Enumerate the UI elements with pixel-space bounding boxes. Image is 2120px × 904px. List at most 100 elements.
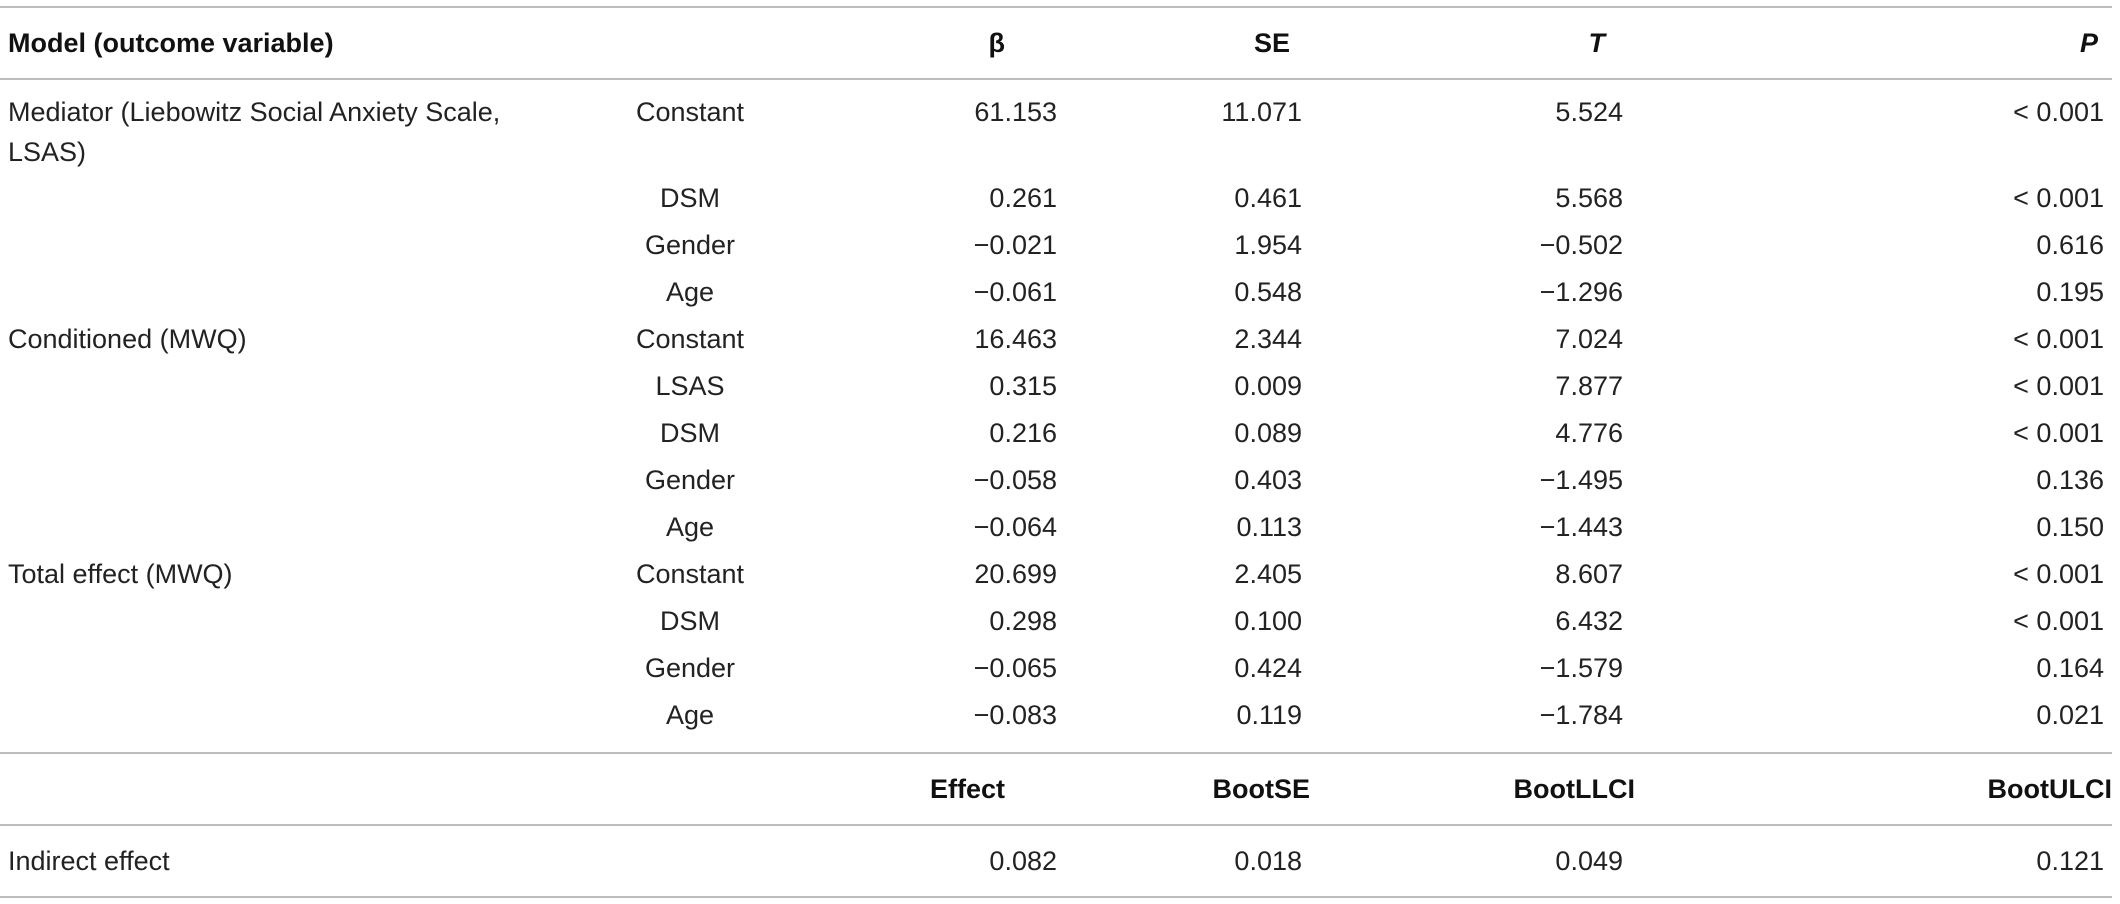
table-row: DSM 0.216 0.089 4.776 < 0.001 <box>0 413 2112 460</box>
row-beta: −0.065 <box>973 653 1057 683</box>
row-se: 2.344 <box>1234 324 1302 354</box>
row-model: Total effect (MWQ) <box>8 559 233 589</box>
regression-table-container: Model (outcome variable) β SE T P Mediat… <box>0 6 2112 898</box>
row-se: 0.089 <box>1234 418 1302 448</box>
row-beta: 0.298 <box>989 606 1057 636</box>
row-model <box>0 225 560 272</box>
table-row: Gender −0.058 0.403 −1.495 0.136 <box>0 460 2112 507</box>
row-beta: 0.261 <box>989 183 1057 213</box>
row-se: 0.113 <box>1236 512 1302 542</box>
row-p: < 0.001 <box>2013 418 2104 448</box>
row-model: Mediator (Liebowitz Social Anxiety Scale… <box>8 97 501 167</box>
row-beta: −0.083 <box>973 700 1057 730</box>
row-model: Conditioned (MWQ) <box>8 324 247 354</box>
row-beta: −0.064 <box>973 512 1057 542</box>
row-model <box>0 507 560 554</box>
row-t: −1.443 <box>1539 512 1623 542</box>
header-p: P <box>1735 6 2112 80</box>
row-t: 8.607 <box>1555 559 1623 589</box>
row-term: Gender <box>644 230 736 260</box>
indirect-effect-value: 0.082 <box>820 825 1065 898</box>
header-boot-ulci: BootULCI <box>1735 752 2112 826</box>
row-t: −1.495 <box>1539 465 1623 495</box>
header-effect: Effect <box>820 752 1065 826</box>
row-t: 5.568 <box>1555 183 1623 213</box>
row-model <box>0 413 560 460</box>
row-term: Constant <box>635 559 745 589</box>
row-se: 0.403 <box>1234 465 1302 495</box>
header-se: SE <box>1065 6 1390 80</box>
row-se: 0.009 <box>1234 371 1302 401</box>
bootstrap-header-row: Effect BootSE BootLLCI BootULCI <box>0 752 2112 826</box>
row-se: 0.424 <box>1234 653 1302 683</box>
row-model <box>0 648 560 695</box>
table-row: Total effect (MWQ) Constant 20.699 2.405… <box>0 554 2112 601</box>
row-term: Constant <box>635 97 745 127</box>
table-row: LSAS 0.315 0.009 7.877 < 0.001 <box>0 366 2112 413</box>
table-row: Age −0.083 0.119 −1.784 0.021 <box>0 695 2112 753</box>
row-t: −0.502 <box>1539 230 1623 260</box>
row-beta: −0.021 <box>973 230 1057 260</box>
row-model <box>0 178 560 225</box>
table-row: DSM 0.261 0.461 5.568 < 0.001 <box>0 178 2112 225</box>
row-term: Age <box>665 700 715 730</box>
row-p: < 0.001 <box>2013 606 2104 636</box>
row-beta: −0.061 <box>973 277 1057 307</box>
indirect-effect-row: Indirect effect 0.082 0.018 0.049 0.121 <box>0 825 2112 898</box>
row-t: 5.524 <box>1555 97 1623 127</box>
indirect-boot-ulci: 0.121 <box>1735 825 2112 898</box>
header-t: T <box>1390 6 1735 80</box>
row-se: 0.100 <box>1234 606 1302 636</box>
row-se: 0.548 <box>1234 277 1302 307</box>
row-p: < 0.001 <box>2013 324 2104 354</box>
row-t: 7.877 <box>1555 371 1623 401</box>
bootstrap-header-blank <box>0 752 560 826</box>
indirect-boot-se: 0.018 <box>1065 825 1390 898</box>
row-p: < 0.001 <box>2013 183 2104 213</box>
bootstrap-header-blank <box>560 752 820 826</box>
indirect-blank <box>560 825 820 898</box>
row-p: < 0.001 <box>2013 97 2104 127</box>
mediation-results-table: Model (outcome variable) β SE T P Mediat… <box>0 6 2112 898</box>
row-beta: 61.153 <box>974 97 1057 127</box>
row-t: 7.024 <box>1555 324 1623 354</box>
table-body: Mediator (Liebowitz Social Anxiety Scale… <box>0 79 2112 898</box>
row-se: 0.119 <box>1236 700 1302 730</box>
row-se: 11.071 <box>1221 97 1302 127</box>
row-term: DSM <box>660 606 720 636</box>
header-model: Model (outcome variable) <box>0 6 560 80</box>
table-row: Conditioned (MWQ) Constant 16.463 2.344 … <box>0 319 2112 366</box>
row-term: DSM <box>660 183 720 213</box>
row-p: 0.195 <box>2036 277 2104 307</box>
row-beta: −0.058 <box>973 465 1057 495</box>
row-p: < 0.001 <box>2013 559 2104 589</box>
row-p: 0.136 <box>2036 465 2104 495</box>
row-term: Age <box>665 512 715 542</box>
header-boot-llci: BootLLCI <box>1390 752 1735 826</box>
row-t: −1.296 <box>1539 277 1623 307</box>
header-boot-se: BootSE <box>1065 752 1390 826</box>
table-row: Gender −0.065 0.424 −1.579 0.164 <box>0 648 2112 695</box>
row-term: Gender <box>644 465 736 495</box>
row-beta: 20.699 <box>974 559 1057 589</box>
table-row: Gender −0.021 1.954 −0.502 0.616 <box>0 225 2112 272</box>
row-p: 0.616 <box>2036 230 2104 260</box>
row-model <box>0 601 560 648</box>
table-row: Age −0.064 0.113 −1.443 0.150 <box>0 507 2112 554</box>
row-term: DSM <box>660 418 720 448</box>
row-beta: 0.315 <box>989 371 1057 401</box>
row-t: −1.784 <box>1539 700 1623 730</box>
row-p: < 0.001 <box>2013 371 2104 401</box>
row-term: Age <box>665 277 715 307</box>
row-term: Constant <box>635 324 745 354</box>
indirect-effect-label: Indirect effect <box>0 825 560 898</box>
row-t: 6.432 <box>1555 606 1623 636</box>
row-model <box>0 272 560 319</box>
header-row: Model (outcome variable) β SE T P <box>0 6 2112 80</box>
row-beta: 0.216 <box>989 418 1057 448</box>
table-row: DSM 0.298 0.100 6.432 < 0.001 <box>0 601 2112 648</box>
row-se: 2.405 <box>1234 559 1302 589</box>
row-p: 0.021 <box>2036 700 2104 730</box>
row-model <box>0 460 560 507</box>
row-term: Gender <box>644 653 736 683</box>
